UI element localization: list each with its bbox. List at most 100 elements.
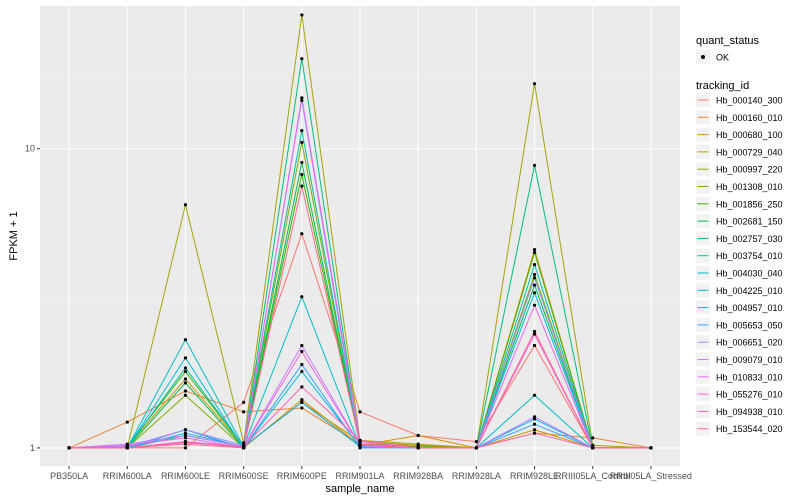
legend-item: Hb_004225_010 (696, 283, 783, 298)
legend-item: Hb_000140_300 (696, 93, 783, 107)
y-axis: 1 10 (25, 144, 40, 453)
data-point (300, 349, 304, 354)
data-point (532, 415, 537, 419)
data-point (183, 428, 188, 432)
x-tick-label: RRIM600LE (161, 471, 210, 481)
data-point (358, 438, 362, 442)
y-tick-label: 1 (30, 443, 35, 453)
x-axis-title: sample_name (325, 483, 394, 495)
data-point (300, 13, 304, 17)
data-point (300, 369, 304, 374)
legend-item: Hb_000729_040 (696, 144, 783, 159)
legend-label: Hb_000160_010 (716, 113, 783, 123)
legend-label: Hb_153544_020 (716, 424, 783, 434)
data-point (183, 433, 188, 438)
data-point (300, 184, 304, 188)
data-point (300, 295, 304, 299)
legend-item: Hb_004957_010 (696, 300, 783, 315)
data-point (416, 442, 420, 446)
data-point (300, 343, 304, 348)
legend-item: Hb_002681_150 (696, 214, 783, 229)
data-point (125, 446, 129, 450)
y-axis-title: FPKM + 1 (8, 211, 20, 260)
legend-item: Hb_000680_100 (696, 127, 783, 142)
data-point (532, 283, 537, 287)
legend: quant_status OK tracking_id Hb_000140_30… (696, 35, 783, 436)
legend-color-items: Hb_000140_300 Hb_000160_010 Hb_000680_100 H… (696, 93, 783, 436)
data-point (300, 385, 304, 389)
data-point (532, 248, 537, 252)
data-point (183, 442, 188, 446)
legend-label: Hb_055276_010 (716, 390, 783, 400)
data-point (300, 172, 304, 177)
data-point (242, 441, 246, 445)
x-tick-label: RRIM901LA (335, 471, 384, 481)
legend-shape-title: quant_status (696, 35, 759, 47)
data-point (532, 272, 537, 277)
legend-label: Hb_001856_250 (716, 199, 783, 209)
data-point (532, 343, 537, 348)
data-point (532, 393, 537, 397)
legend-item: Hb_005653_050 (696, 317, 783, 332)
data-point (591, 443, 595, 447)
data-point (183, 393, 188, 397)
data-point (183, 377, 188, 381)
data-point (242, 446, 246, 450)
data-point (532, 428, 537, 432)
legend-label: Hb_010833_010 (716, 372, 783, 382)
data-point (300, 406, 304, 410)
x-tick-label: RRIM600PE (277, 471, 327, 481)
legend-label: Hb_004225_010 (716, 286, 783, 296)
legend-label: Hb_004957_010 (716, 303, 783, 313)
data-point (183, 389, 188, 393)
legend-item: Hb_003754_010 (696, 248, 783, 263)
legend-label: Hb_000729_040 (716, 147, 783, 157)
data-point (183, 431, 188, 435)
data-point (532, 82, 537, 86)
data-point (183, 366, 188, 370)
data-point (532, 276, 537, 280)
legend-label: Hb_001308_010 (716, 182, 783, 192)
data-point (300, 398, 304, 402)
legend-label: Hb_000997_220 (716, 165, 783, 175)
data-points (67, 13, 653, 450)
data-point (416, 433, 420, 438)
legend-label: Hb_002757_030 (716, 234, 783, 244)
legend-item: Hb_002757_030 (696, 231, 783, 246)
legend-item: Hb_153544_020 (696, 421, 783, 436)
x-tick-label: RRIM928LA (452, 471, 501, 481)
data-point (591, 436, 595, 440)
data-point (358, 442, 362, 446)
data-point (416, 446, 420, 450)
data-point (300, 57, 304, 61)
legend-label: Hb_005653_050 (716, 320, 783, 330)
legend-label: Hb_000140_300 (716, 96, 783, 106)
data-point (532, 422, 537, 426)
data-point (183, 203, 188, 207)
data-point (183, 436, 188, 440)
x-tick-label: RRIM928BA (393, 471, 443, 481)
data-point (183, 356, 188, 360)
legend-item: Hb_000160_010 (696, 110, 783, 125)
data-point (300, 128, 304, 133)
data-point (300, 140, 304, 144)
data-point (300, 96, 304, 100)
data-point (532, 332, 537, 336)
data-point (242, 410, 246, 414)
data-point (474, 446, 478, 450)
legend-item: Hb_000997_220 (696, 162, 783, 177)
data-point (183, 369, 188, 374)
data-point (300, 160, 304, 165)
legend-shape-label: OK (716, 53, 729, 63)
legend-label: Hb_002681_150 (716, 217, 783, 227)
data-point (242, 400, 246, 404)
x-tick-label: RRIII05LA_Control (555, 471, 631, 481)
legend-item: Hb_055276_010 (696, 387, 783, 402)
x-tick-label: RRIM928LE (510, 471, 559, 481)
legend-item: Hb_006651_020 (696, 335, 783, 350)
data-point (183, 338, 188, 342)
legend-label: Hb_000680_100 (716, 130, 783, 140)
data-point (300, 400, 304, 404)
data-point (532, 303, 537, 307)
